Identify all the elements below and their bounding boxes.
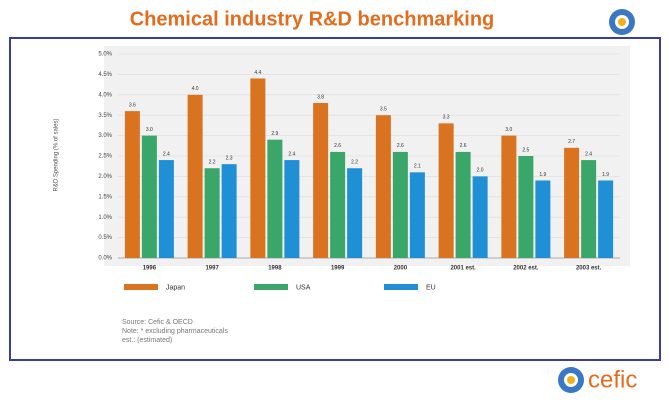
value-label: 2.6	[397, 143, 404, 149]
y-tick-label: 5.0%	[98, 52, 112, 58]
value-label: 2.4	[163, 151, 170, 157]
x-tick-label: 2000	[394, 266, 408, 272]
bar	[267, 139, 283, 258]
y-tick-label: 4.0%	[98, 92, 112, 98]
note: est.: (estimated)	[122, 337, 172, 344]
note: Note: * excluding pharmaceuticals	[122, 328, 228, 335]
bar	[141, 135, 157, 258]
bar	[313, 102, 329, 259]
value-label: 3.0	[505, 127, 512, 133]
bar	[438, 123, 454, 258]
bottom-logo-icon	[558, 367, 584, 393]
value-label: 2.3	[226, 155, 233, 161]
x-tick-label: 1996	[143, 266, 157, 272]
legend-swatch	[124, 284, 158, 290]
bar	[221, 164, 237, 258]
x-tick-label: 2001 est.	[450, 266, 476, 272]
value-label: 2.5	[522, 147, 529, 153]
legend-label: EU	[426, 284, 436, 291]
bar	[535, 180, 551, 258]
y-axis-label: R&D Spending (% of sales)	[54, 118, 60, 191]
value-label: 3.5	[380, 107, 387, 113]
value-label: 3.8	[317, 94, 324, 100]
value-label: 2.6	[334, 143, 341, 149]
x-tick-label: 1998	[268, 266, 282, 272]
value-label: 2.1	[414, 164, 421, 170]
slide-title: Chemical industry R&D benchmarking	[130, 8, 495, 30]
bar	[187, 94, 203, 258]
value-label: 4.4	[254, 70, 261, 76]
bar	[472, 176, 488, 258]
x-tick-label: 2003 est.	[576, 266, 602, 272]
y-tick-label: 0.0%	[98, 256, 112, 262]
y-tick-label: 4.5%	[98, 72, 112, 78]
x-tick-label: 1999	[331, 266, 345, 272]
bar	[375, 115, 391, 258]
bar	[409, 172, 425, 258]
value-label: 2.7	[568, 139, 575, 145]
value-label: 2.2	[351, 160, 358, 166]
bar	[392, 151, 408, 258]
bar	[330, 151, 346, 258]
bar	[158, 160, 174, 258]
legend-label: USA	[296, 284, 311, 291]
frame	[9, 37, 661, 361]
value-label: 3.6	[129, 102, 136, 108]
value-label: 2.6	[460, 143, 467, 149]
legend-swatch	[254, 284, 288, 290]
legend-swatch	[384, 284, 418, 290]
bar	[581, 160, 597, 258]
value-label: 1.9	[602, 172, 609, 178]
bar	[564, 147, 580, 258]
y-tick-label: 1.0%	[98, 215, 112, 221]
value-label: 2.0	[477, 168, 484, 174]
bar	[501, 135, 517, 258]
bar	[204, 168, 220, 258]
value-label: 1.9	[539, 172, 546, 178]
value-label: 2.9	[271, 131, 278, 137]
y-tick-label: 1.5%	[98, 194, 112, 200]
bar	[518, 156, 534, 258]
value-label: 2.2	[209, 160, 216, 166]
x-tick-label: 1997	[205, 266, 219, 272]
bar	[455, 151, 471, 258]
y-tick-label: 3.5%	[98, 113, 112, 119]
y-tick-label: 2.5%	[98, 154, 112, 160]
y-tick-label: 3.0%	[98, 133, 112, 139]
bar	[124, 111, 140, 259]
logo-text: cefic	[588, 366, 637, 393]
value-label: 3.0	[146, 127, 153, 133]
value-label: 4.0	[192, 86, 199, 92]
value-label: 2.4	[288, 151, 295, 157]
bar	[347, 168, 363, 258]
bar	[250, 78, 266, 258]
x-tick-label: 2002 est.	[513, 266, 539, 272]
bar	[284, 160, 300, 258]
bar	[598, 180, 614, 258]
top-logo-icon	[609, 9, 635, 35]
y-tick-label: 2.0%	[98, 174, 112, 180]
legend-label: Japan	[166, 284, 185, 291]
note: Source: Cefic & OECD	[122, 319, 193, 326]
value-label: 2.4	[585, 151, 592, 157]
value-label: 3.3	[443, 115, 450, 121]
y-tick-label: 0.5%	[98, 235, 112, 241]
